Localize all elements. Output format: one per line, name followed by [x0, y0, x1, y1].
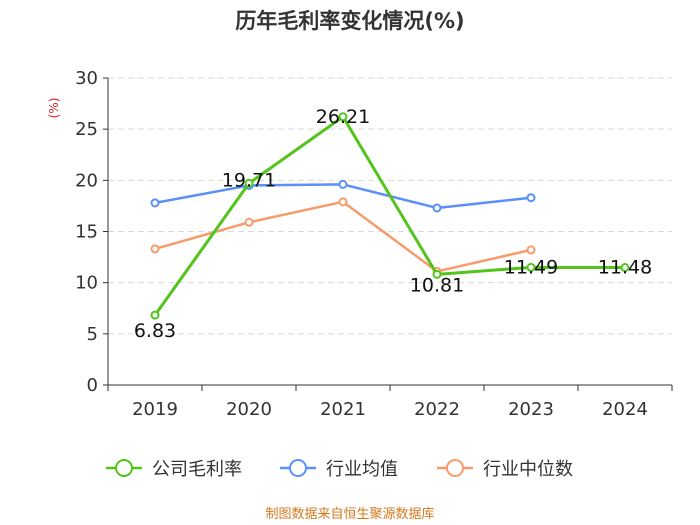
axes: 0 5 10 15 20 25 30 2019 2020 2021 2022 2023 2024 [75, 68, 673, 420]
data-point[interactable] [620, 263, 630, 273]
source-note: 制图数据来自恒生聚源数据库 [265, 506, 434, 522]
data-label: 11.48 [598, 257, 652, 279]
data-point[interactable] [432, 203, 442, 213]
data-point[interactable] [432, 269, 442, 279]
series-line-0 [153, 115, 626, 316]
y-tick-label: 25 [75, 119, 98, 140]
y-tick-label: 10 [75, 273, 98, 294]
chart-title: 历年毛利率变化情况(%) [235, 9, 464, 33]
data-point[interactable] [338, 197, 348, 207]
x-tick-label: 2021 [320, 399, 366, 420]
legend-swatch-marker [289, 459, 307, 477]
data-label: 10.81 [410, 274, 464, 296]
legend[interactable]: 公司毛利率 行业均值 行业中位数 [106, 459, 573, 480]
y-tick-label: 30 [75, 68, 98, 89]
x-tick-label: 2024 [602, 399, 648, 420]
series-layer [150, 112, 630, 320]
y-tick-label: 0 [87, 375, 98, 396]
data-point[interactable] [338, 112, 348, 122]
data-label: 11.49 [504, 256, 558, 278]
x-tick-label: 2022 [414, 399, 460, 420]
legend-swatch-marker [115, 459, 133, 477]
data-point[interactable] [150, 310, 160, 320]
data-label: 26.21 [316, 106, 370, 128]
legend-label[interactable]: 行业中位数 [483, 459, 573, 480]
data-point[interactable] [526, 245, 536, 255]
y-tick-label: 15 [75, 222, 98, 243]
legend-swatch-marker [446, 459, 464, 477]
data-point[interactable] [244, 178, 254, 188]
y-tick-label: 20 [75, 170, 98, 191]
data-label: 19.71 [222, 169, 276, 191]
data-label: 6.83 [134, 320, 176, 342]
x-tick-label: 2019 [132, 399, 178, 420]
legend-label[interactable]: 公司毛利率 [152, 459, 242, 480]
y-tick-label: 5 [87, 324, 98, 345]
data-point[interactable] [244, 217, 254, 227]
data-labels: 6.83 19.71 26.21 10.81 11.49 11.48 [134, 106, 652, 342]
data-point[interactable] [526, 193, 536, 203]
data-point[interactable] [338, 179, 348, 189]
x-tick-label: 2020 [226, 399, 272, 420]
data-point[interactable] [150, 198, 160, 208]
data-point[interactable] [150, 244, 160, 254]
data-point[interactable] [526, 262, 536, 272]
legend-label[interactable]: 行业均值 [326, 459, 398, 480]
y-axis-unit: (%) [47, 98, 61, 119]
x-tick-label: 2023 [508, 399, 554, 420]
grid [108, 77, 672, 335]
